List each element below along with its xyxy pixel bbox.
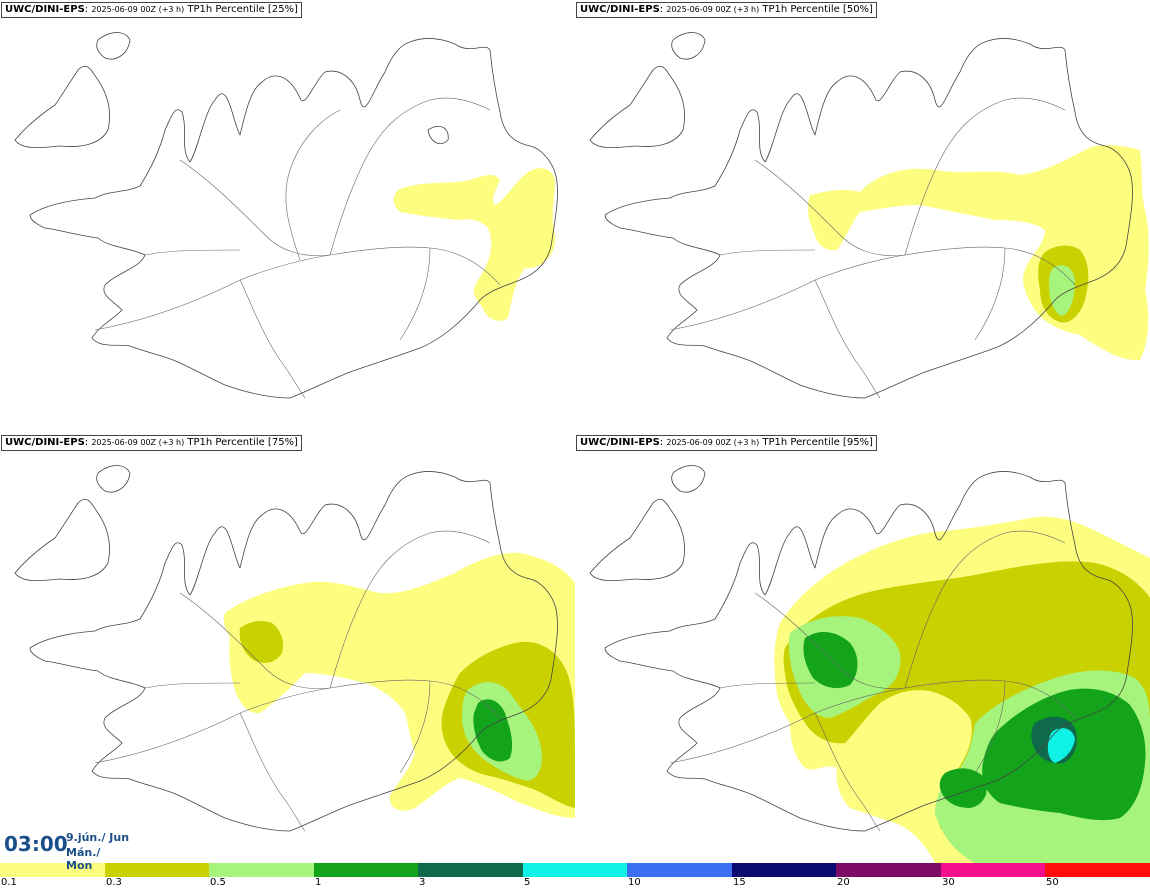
map-panel-p75: UWC/DINI-EPS: 2025-06-09 00Z (+3 h) TP1h…	[0, 433, 575, 863]
colorbar-segment	[209, 863, 314, 877]
coastline	[14, 32, 558, 399]
colorbar	[0, 863, 1150, 877]
colorbar-segment	[836, 863, 941, 877]
coastline	[14, 465, 558, 832]
precip-fill	[807, 145, 1149, 361]
precip-fill	[393, 168, 556, 321]
roads	[669, 530, 1076, 832]
colorbar-segment	[522, 863, 628, 877]
map-panel-p50: UWC/DINI-EPS: 2025-06-09 00Z (+3 h) TP1h…	[575, 0, 1150, 430]
panel-title: UWC/DINI-EPS: 2025-06-09 00Z (+3 h) TP1h…	[1, 435, 302, 451]
valid-date: 9.jún./ Jun	[66, 831, 130, 844]
colorbar-segment	[0, 863, 105, 877]
colorbar-label: 3	[419, 877, 426, 888]
colorbar-segment	[104, 863, 210, 877]
colorbar-segment	[1045, 863, 1150, 877]
colorbar-segment	[418, 863, 523, 877]
map-p25	[14, 32, 558, 399]
map-panel-p95: UWC/DINI-EPS: 2025-06-09 00Z (+3 h) TP1h…	[575, 433, 1150, 863]
colorbar-label: 50	[1046, 877, 1059, 888]
roads	[669, 97, 1076, 399]
valid-time: 03:00	[4, 832, 68, 856]
precip-fill	[223, 552, 575, 818]
panel-title: UWC/DINI-EPS: 2025-06-09 00Z (+3 h) TP1h…	[576, 2, 877, 18]
colorbar-label: 0.5	[210, 877, 226, 888]
map-p50	[589, 32, 1149, 399]
map-p75	[14, 465, 575, 832]
valid-time-box: 03:00 9.jún./ Jun Mán./ Mon	[0, 828, 130, 872]
colorbar-labels: 0.1 0.3 0.5 1 3 5 10 15 20 30 50	[0, 877, 1150, 891]
coastline	[589, 32, 1133, 399]
roads	[94, 97, 501, 399]
panel-title: UWC/DINI-EPS: 2025-06-09 00Z (+3 h) TP1h…	[576, 435, 877, 451]
valid-day: Mán./ Mon	[66, 846, 101, 872]
colorbar-label: 30	[942, 877, 955, 888]
colorbar-label: 0.1	[1, 877, 17, 888]
colorbar-label: 20	[837, 877, 850, 888]
map-p95	[589, 465, 1150, 863]
coastline	[589, 465, 1133, 832]
colorbar-label: 15	[733, 877, 746, 888]
colorbar-label: 0.3	[106, 877, 122, 888]
precip-fill	[774, 516, 1150, 863]
panel-title: UWC/DINI-EPS: 2025-06-09 00Z (+3 h) TP1h…	[1, 2, 302, 18]
map-panel-p25: UWC/DINI-EPS: 2025-06-09 00Z (+3 h) TP1h…	[0, 0, 575, 430]
colorbar-segment	[313, 863, 419, 877]
colorbar-segment	[731, 863, 837, 877]
colorbar-segment	[940, 863, 1046, 877]
roads	[94, 530, 501, 832]
colorbar-label: 10	[628, 877, 641, 888]
colorbar-label: 5	[524, 877, 531, 888]
colorbar-label: 1	[315, 877, 322, 888]
colorbar-segment	[627, 863, 732, 877]
